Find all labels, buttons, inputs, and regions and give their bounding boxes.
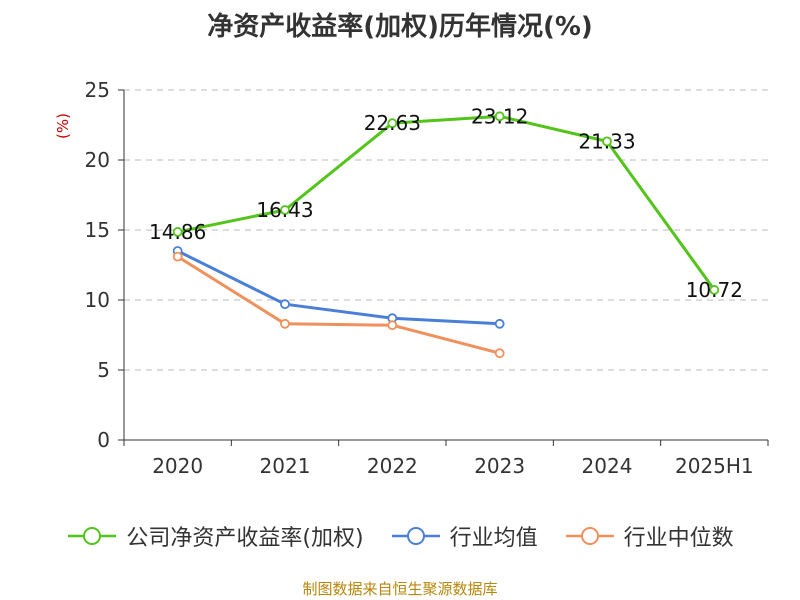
legend-swatch-icon — [565, 527, 614, 545]
data-point — [280, 205, 290, 215]
y-tick-label: 0 — [97, 428, 110, 452]
data-point — [494, 111, 505, 122]
data-point — [172, 251, 183, 262]
y-tick-label: 10 — [85, 288, 110, 312]
x-tick-label: 2020 — [152, 454, 203, 478]
data-label: 16.43 — [256, 198, 313, 222]
data-label: 21.33 — [578, 129, 635, 153]
data-label: 14.86 — [149, 220, 206, 244]
data-label: 10.72 — [686, 278, 743, 302]
x-tick-label: 2024 — [582, 454, 633, 478]
y-axis-unit-label: (%) — [54, 113, 72, 139]
legend-label: 行业中位数 — [623, 526, 734, 551]
data-point — [709, 285, 720, 295]
legend: 公司净资产收益率(加权) 行业均值 行业中位数 — [0, 520, 800, 552]
legend-swatch-icon — [68, 527, 117, 545]
y-tick-label: 25 — [85, 78, 110, 102]
legend-swatch-marker — [406, 527, 425, 545]
data-point — [494, 318, 505, 329]
x-tick-label: 2023 — [474, 454, 525, 478]
series-line — [176, 255, 501, 355]
grid-lines — [124, 89, 768, 371]
series-line — [177, 249, 500, 326]
data-labels: 14.86 16.43 22.63 23.12 21.33 10.72 — [149, 104, 743, 302]
series-group — [172, 111, 720, 359]
series-line — [177, 114, 716, 291]
data-point — [280, 299, 290, 310]
x-tick-label: 2022 — [367, 454, 418, 478]
legend-label: 行业均值 — [449, 526, 538, 551]
data-label: 22.63 — [364, 111, 421, 135]
axes: 0 5 10 15 20 25 2020 2021 2022 2023 2024 2025H1 — [85, 78, 769, 478]
data-point — [602, 136, 612, 147]
x-tick-label: 2025H1 — [675, 454, 754, 478]
y-tick-label: 20 — [85, 148, 110, 172]
legend-swatch-marker — [83, 527, 102, 545]
legend-label: 公司净资产收益率(加权) — [126, 526, 364, 551]
data-point — [387, 118, 398, 129]
legend-item[interactable]: 行业中位数 — [564, 520, 734, 552]
source-note: 制图数据来自恒生聚源数据库 — [302, 580, 498, 598]
data-point — [172, 227, 183, 237]
legend-item[interactable]: 公司净资产收益率(加权) — [66, 520, 364, 552]
chart-title: 净资产收益率(加权)历年情况(%) — [207, 12, 593, 42]
data-label: 23.12 — [471, 104, 528, 128]
data-point — [280, 318, 290, 329]
x-tick-label: 2021 — [260, 454, 311, 478]
y-tick-label: 5 — [97, 358, 110, 382]
y-tick-label: 15 — [85, 218, 110, 242]
data-point — [494, 348, 505, 359]
legend-item[interactable]: 行业均值 — [390, 520, 538, 552]
data-point — [387, 320, 398, 331]
legend-swatch-icon — [391, 527, 440, 545]
legend-swatch-marker — [580, 527, 599, 545]
